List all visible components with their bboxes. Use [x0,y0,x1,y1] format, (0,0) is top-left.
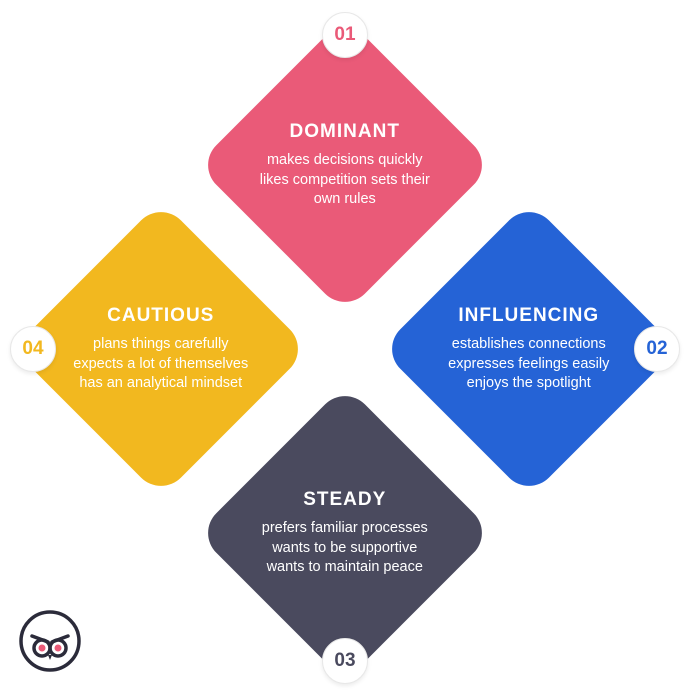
diamond-content-steady: STEADY prefers familiar processes wants … [245,489,445,578]
title-cautious: CAUTIOUS [69,305,253,327]
badge-02: 02 [634,326,680,372]
badge-01: 01 [322,12,368,58]
desc-dominant: makes decisions quickly likes competitio… [253,151,437,210]
title-dominant: DOMINANT [253,121,437,143]
diamond-content-cautious: CAUTIOUS plans things carefully expects … [61,305,261,394]
title-steady: STEADY [253,489,437,511]
badge-04: 04 [10,326,56,372]
diamond-content-influencing: INFLUENCING establishes connections expr… [429,305,629,394]
badge-03: 03 [322,638,368,684]
diamond-cautious: CAUTIOUS plans things carefully expects … [13,201,310,498]
badge-01-label: 01 [334,24,355,46]
badge-04-label: 04 [22,338,43,360]
diamond-dominant: DOMINANT makes decisions quickly likes c… [197,17,494,314]
desc-influencing: establishes connections expresses feelin… [437,335,621,394]
owl-logo-icon [18,609,82,673]
title-influencing: INFLUENCING [437,305,621,327]
diamond-steady: STEADY prefers familiar processes wants … [197,385,494,682]
diamond-content-dominant: DOMINANT makes decisions quickly likes c… [245,121,445,210]
diamond-influencing: INFLUENCING establishes connections expr… [381,201,678,498]
badge-03-label: 03 [334,650,355,672]
badge-02-label: 02 [646,338,667,360]
desc-steady: prefers familiar processes wants to be s… [253,519,437,578]
desc-cautious: plans things carefully expects a lot of … [69,335,253,394]
